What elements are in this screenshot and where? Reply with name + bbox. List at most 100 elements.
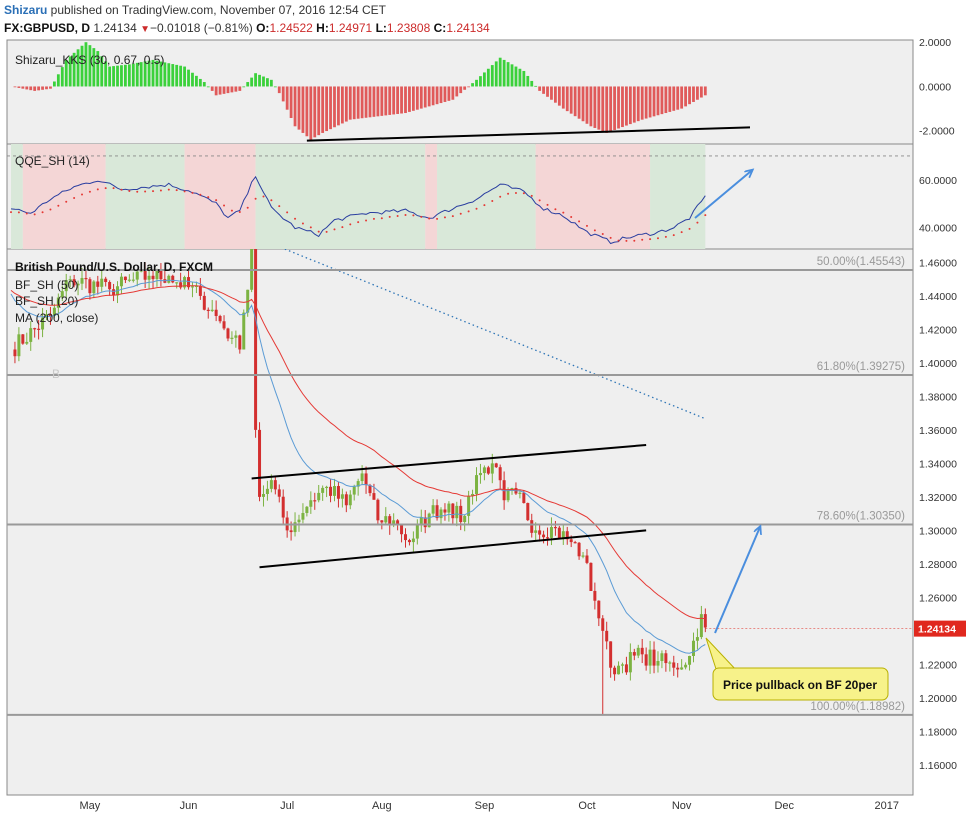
candle-body xyxy=(609,641,613,668)
kks-bar xyxy=(297,86,301,130)
kks-bar xyxy=(198,78,202,87)
kks-bar xyxy=(668,86,672,112)
kks-bar xyxy=(88,45,92,87)
qqe-trail-dot xyxy=(159,189,162,192)
kks-bar xyxy=(37,86,41,91)
qqe-trail-dot xyxy=(254,197,257,200)
candle-body xyxy=(423,517,427,528)
price-tick-label: 1.40000 xyxy=(919,358,957,370)
kks-bar xyxy=(250,77,254,87)
candle-body xyxy=(297,519,301,523)
kks-bar xyxy=(56,74,60,87)
qqe-trail-dot xyxy=(238,211,241,214)
kks-bar xyxy=(648,86,652,118)
kks-bar xyxy=(644,86,648,119)
kks-bar xyxy=(329,86,332,130)
kks-bar xyxy=(680,86,684,109)
kks-bar xyxy=(155,60,159,87)
kks-bar xyxy=(17,86,21,88)
kks-bar xyxy=(427,86,431,107)
qqe-trail-dot xyxy=(656,237,659,240)
kks-bar xyxy=(234,86,238,92)
candle-body xyxy=(415,524,419,539)
open-label: O: xyxy=(256,21,270,35)
qqe-panel-title: QQE_SH (14) xyxy=(15,154,90,168)
kks-bar xyxy=(392,86,396,115)
kks-bar xyxy=(49,86,52,89)
qqe-trail-dot xyxy=(223,204,226,207)
kks-bar xyxy=(337,86,340,126)
candle-body xyxy=(557,527,561,539)
candle-body xyxy=(88,279,92,294)
kks-bar xyxy=(550,86,553,100)
kks-bar xyxy=(510,64,514,87)
low-value: 1.23808 xyxy=(386,21,431,35)
kks-bar xyxy=(187,69,190,87)
kks-bar xyxy=(502,59,506,87)
annotation-box xyxy=(712,667,889,701)
qqe-trail-dot xyxy=(704,214,707,217)
candle-body xyxy=(336,486,340,499)
kks-divergence-line xyxy=(306,126,751,142)
price-tick-label: 1.32000 xyxy=(919,492,957,504)
candle-body xyxy=(108,282,112,290)
kks-bar xyxy=(411,86,415,111)
kks-bar xyxy=(471,83,474,87)
symbol-label[interactable]: FX:GBPUSD, D xyxy=(4,21,91,35)
kks-panel-title: Shizaru_KKS (30, 0.67, 0.5) xyxy=(15,53,164,67)
kks-bar xyxy=(321,86,325,133)
kks-bar xyxy=(179,65,183,87)
price-tick-label: 1.28000 xyxy=(919,559,957,571)
close-value: 1.24134 xyxy=(446,21,490,35)
qqe-trail-dot xyxy=(530,194,533,197)
kks-bar xyxy=(431,86,435,106)
kks-bar xyxy=(522,70,526,87)
kks-bar xyxy=(163,62,167,87)
kks-bar xyxy=(617,86,620,129)
candle-body xyxy=(309,500,313,507)
kks-bar xyxy=(388,86,392,115)
qqe-trail-dot xyxy=(436,217,439,220)
publisher-username[interactable]: Shizaru xyxy=(4,3,48,17)
candle-body xyxy=(198,285,202,296)
price-tick-label: 1.22000 xyxy=(919,659,957,671)
qqe-trail-dot xyxy=(120,188,123,191)
kks-bar xyxy=(112,66,115,87)
qqe-up-arrow xyxy=(694,170,752,219)
kks-bar xyxy=(159,61,163,87)
qqe-trail-dot xyxy=(688,227,691,230)
kks-bar xyxy=(191,72,194,87)
kks-panel[interactable] xyxy=(6,39,914,145)
kks-bar xyxy=(80,45,84,87)
qqe-trail-dot xyxy=(333,228,336,231)
kks-bar xyxy=(380,86,384,116)
candle-body xyxy=(628,652,632,673)
qqe-trail-dot xyxy=(491,200,494,203)
qqe-trail-dot xyxy=(609,236,612,239)
kks-bar xyxy=(285,86,289,110)
qqe-trail-dot xyxy=(585,224,588,227)
qqe-trail-dot xyxy=(514,192,517,195)
candle-body xyxy=(648,649,652,666)
kks-bar xyxy=(463,86,467,90)
candle-body xyxy=(321,487,325,493)
qqe-trail-dot xyxy=(65,200,68,203)
price-tick-label: 1.46000 xyxy=(919,257,957,269)
kks-bar xyxy=(254,73,257,87)
candle-body xyxy=(364,473,368,486)
qqe-trail-dot xyxy=(301,222,304,225)
candle-body xyxy=(127,279,131,281)
candle-body xyxy=(380,520,384,523)
qqe-trail-dot xyxy=(104,187,107,190)
main-panel-title: British Pound/U.S. Dollar, D, FXCM xyxy=(15,260,213,274)
kks-bar xyxy=(419,86,423,109)
kks-bar xyxy=(486,68,490,87)
candle-body xyxy=(668,662,672,664)
fib-level-label: 78.60%(1.30350) xyxy=(817,511,905,523)
kks-bar xyxy=(60,67,64,87)
time-axis-label: Oct xyxy=(578,800,595,812)
candle-body xyxy=(206,309,210,311)
kks-bar xyxy=(226,86,230,94)
qqe-trail-dot xyxy=(17,211,20,214)
